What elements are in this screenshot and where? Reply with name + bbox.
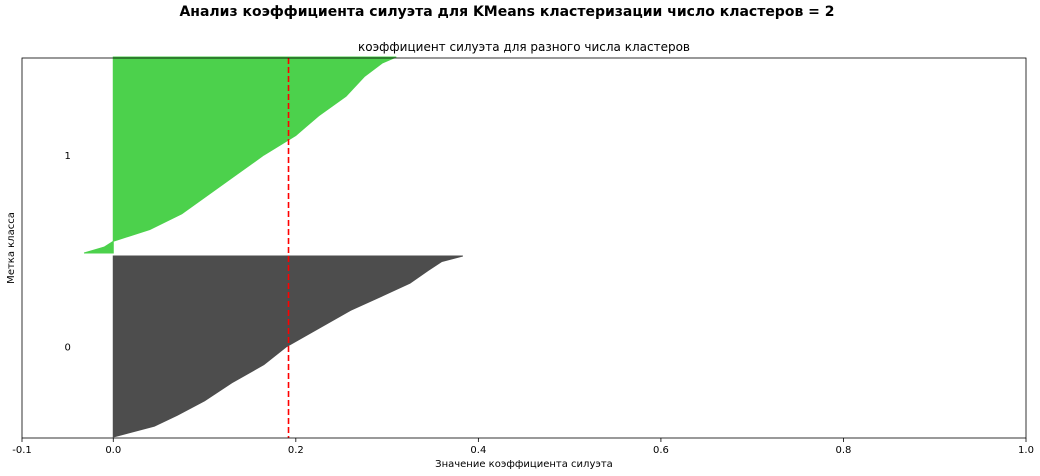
figure-suptitle: Анализ коэффициента силуэта для KMeans к… xyxy=(179,4,835,20)
cluster-labels: 01 xyxy=(64,151,70,353)
chart-title: коэффициент силуэта для разного числа кл… xyxy=(357,40,690,54)
x-tick-label: -0.1 xyxy=(12,445,32,456)
x-tick-label: 0.2 xyxy=(288,445,304,456)
x-tick-label: 0.4 xyxy=(470,445,486,456)
x-tick-label: 0.6 xyxy=(653,445,669,456)
x-tick-label: 1.0 xyxy=(1018,445,1034,456)
cluster-1-label: 1 xyxy=(64,151,70,162)
x-axis-label: Значение коэффициента силуэта xyxy=(435,459,613,470)
cluster-1-silhouette xyxy=(83,56,397,254)
cluster-0-silhouette xyxy=(112,255,463,438)
cluster-0-label: 0 xyxy=(64,343,70,354)
x-axis-ticks: -0.1 0.0 0.2 0.4 0.6 0.8 1.0 xyxy=(12,438,1034,456)
y-axis-label: Метка класса xyxy=(6,212,17,284)
x-tick-label: 0.0 xyxy=(105,445,121,456)
x-tick-label: 0.8 xyxy=(836,445,852,456)
plot-frame xyxy=(21,57,1027,439)
cluster-areas xyxy=(83,56,463,438)
